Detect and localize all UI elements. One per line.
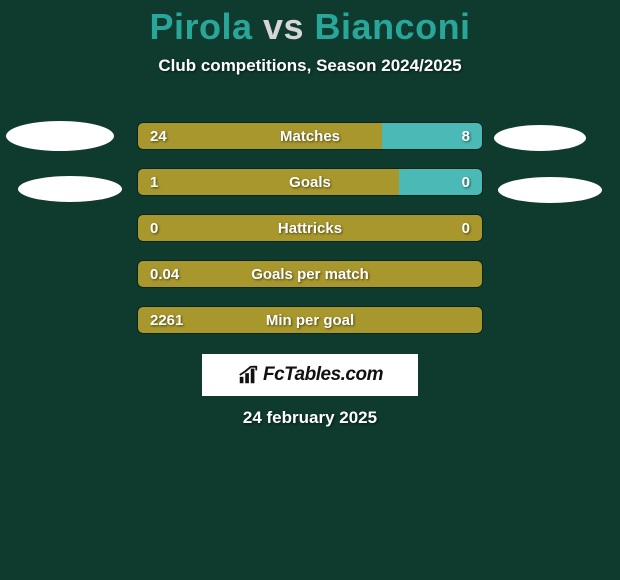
subtitle: Club competitions, Season 2024/2025: [0, 56, 620, 76]
stat-row: 2261Min per goal: [0, 306, 620, 336]
title-vs: vs: [263, 6, 315, 47]
source-badge-text: FcTables.com: [263, 364, 383, 386]
source-badge: FcTables.com: [202, 354, 418, 396]
stat-label: Matches: [138, 123, 482, 150]
footer-date: 24 february 2025: [0, 408, 620, 428]
stat-row: 0.04Goals per match: [0, 260, 620, 290]
chart-icon: [237, 364, 259, 386]
stat-row: 00Hattricks: [0, 214, 620, 244]
stat-track: 248Matches: [137, 122, 483, 150]
player-left-name: Pirola: [149, 6, 252, 47]
stat-row: 10Goals: [0, 168, 620, 198]
stat-rows: 248Matches 10Goals 00Hattricks 0.04Goals pe…: [0, 122, 620, 352]
comparison-card: Pirola vs Bianconi Club competitions, Se…: [0, 0, 620, 580]
stat-label: Hattricks: [138, 215, 482, 242]
stat-track: 10Goals: [137, 168, 483, 196]
stat-label: Goals: [138, 169, 482, 196]
player-right-name: Bianconi: [315, 6, 471, 47]
stat-track: 00Hattricks: [137, 214, 483, 242]
stat-label: Goals per match: [138, 261, 482, 288]
stat-row: 248Matches: [0, 122, 620, 152]
page-title: Pirola vs Bianconi: [0, 0, 620, 48]
stat-track: 0.04Goals per match: [137, 260, 483, 288]
stat-track: 2261Min per goal: [137, 306, 483, 334]
stat-label: Min per goal: [138, 307, 482, 334]
